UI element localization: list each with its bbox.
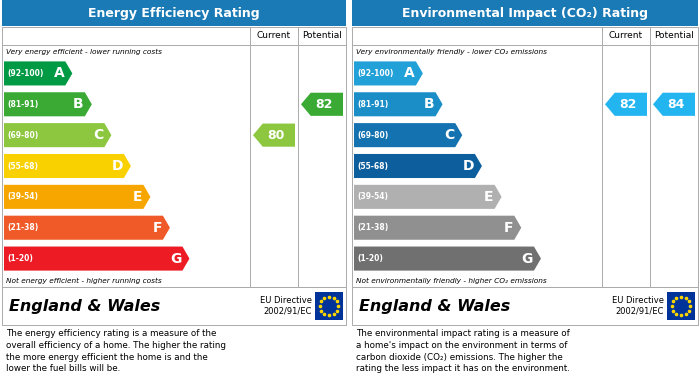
Text: 82: 82 <box>619 98 636 111</box>
Text: 84: 84 <box>667 98 684 111</box>
Text: Current: Current <box>609 32 643 41</box>
Polygon shape <box>253 124 295 147</box>
Polygon shape <box>4 216 170 240</box>
Text: (69-80): (69-80) <box>357 131 388 140</box>
Text: (39-54): (39-54) <box>7 192 38 201</box>
Polygon shape <box>653 93 695 116</box>
Polygon shape <box>4 92 92 116</box>
Polygon shape <box>354 185 502 209</box>
Polygon shape <box>4 185 150 209</box>
Bar <box>2 287 346 325</box>
Text: C: C <box>93 128 104 142</box>
Text: D: D <box>463 159 474 173</box>
Text: A: A <box>54 66 64 81</box>
Text: 80: 80 <box>267 129 284 142</box>
Bar <box>315 292 343 320</box>
Text: (55-68): (55-68) <box>357 161 388 170</box>
Text: A: A <box>404 66 415 81</box>
Bar <box>352 0 698 26</box>
Text: Potential: Potential <box>302 32 342 41</box>
Text: (92-100): (92-100) <box>7 69 43 78</box>
Text: Very environmentally friendly - lower CO₂ emissions: Very environmentally friendly - lower CO… <box>356 48 547 55</box>
Text: D: D <box>111 159 123 173</box>
Text: E: E <box>484 190 494 204</box>
Bar <box>352 287 698 325</box>
Bar <box>352 27 698 287</box>
Text: (55-68): (55-68) <box>7 161 38 170</box>
Polygon shape <box>4 247 190 271</box>
Text: The energy efficiency rating is a measure of the
overall efficiency of a home. T: The energy efficiency rating is a measur… <box>6 329 226 373</box>
Text: (39-54): (39-54) <box>357 192 388 201</box>
Bar <box>2 27 346 287</box>
Text: (1-20): (1-20) <box>7 254 33 263</box>
Text: E: E <box>133 190 142 204</box>
Polygon shape <box>354 247 541 271</box>
Text: G: G <box>170 251 181 265</box>
Text: Very energy efficient - lower running costs: Very energy efficient - lower running co… <box>6 48 162 55</box>
Text: (81-91): (81-91) <box>7 100 38 109</box>
Polygon shape <box>605 93 647 116</box>
Text: C: C <box>444 128 454 142</box>
Text: Not environmentally friendly - higher CO₂ emissions: Not environmentally friendly - higher CO… <box>356 278 547 283</box>
Text: F: F <box>153 221 162 235</box>
Text: Not energy efficient - higher running costs: Not energy efficient - higher running co… <box>6 278 162 283</box>
Polygon shape <box>4 123 111 147</box>
Text: Environmental Impact (CO₂) Rating: Environmental Impact (CO₂) Rating <box>402 7 648 20</box>
Text: (69-80): (69-80) <box>7 131 38 140</box>
Bar <box>667 292 695 320</box>
Polygon shape <box>4 154 131 178</box>
Polygon shape <box>354 61 423 86</box>
Polygon shape <box>354 92 442 116</box>
Text: (21-38): (21-38) <box>7 223 38 232</box>
Bar <box>2 0 346 26</box>
Text: (1-20): (1-20) <box>357 254 383 263</box>
Text: England & Wales: England & Wales <box>9 298 160 314</box>
Text: B: B <box>424 97 435 111</box>
Text: Potential: Potential <box>654 32 694 41</box>
Text: EU Directive
2002/91/EC: EU Directive 2002/91/EC <box>260 296 312 316</box>
Text: (21-38): (21-38) <box>357 223 388 232</box>
Text: B: B <box>74 97 84 111</box>
Text: G: G <box>522 251 533 265</box>
Polygon shape <box>354 123 462 147</box>
Text: (92-100): (92-100) <box>357 69 393 78</box>
Text: Current: Current <box>257 32 291 41</box>
Text: Energy Efficiency Rating: Energy Efficiency Rating <box>88 7 260 20</box>
Text: F: F <box>504 221 513 235</box>
Text: EU Directive
2002/91/EC: EU Directive 2002/91/EC <box>612 296 664 316</box>
Text: England & Wales: England & Wales <box>359 298 510 314</box>
Text: 82: 82 <box>315 98 332 111</box>
Polygon shape <box>4 61 72 86</box>
Polygon shape <box>301 93 343 116</box>
Text: (81-91): (81-91) <box>357 100 388 109</box>
Polygon shape <box>354 154 482 178</box>
Text: The environmental impact rating is a measure of
a home's impact on the environme: The environmental impact rating is a mea… <box>356 329 570 373</box>
Polygon shape <box>354 216 522 240</box>
